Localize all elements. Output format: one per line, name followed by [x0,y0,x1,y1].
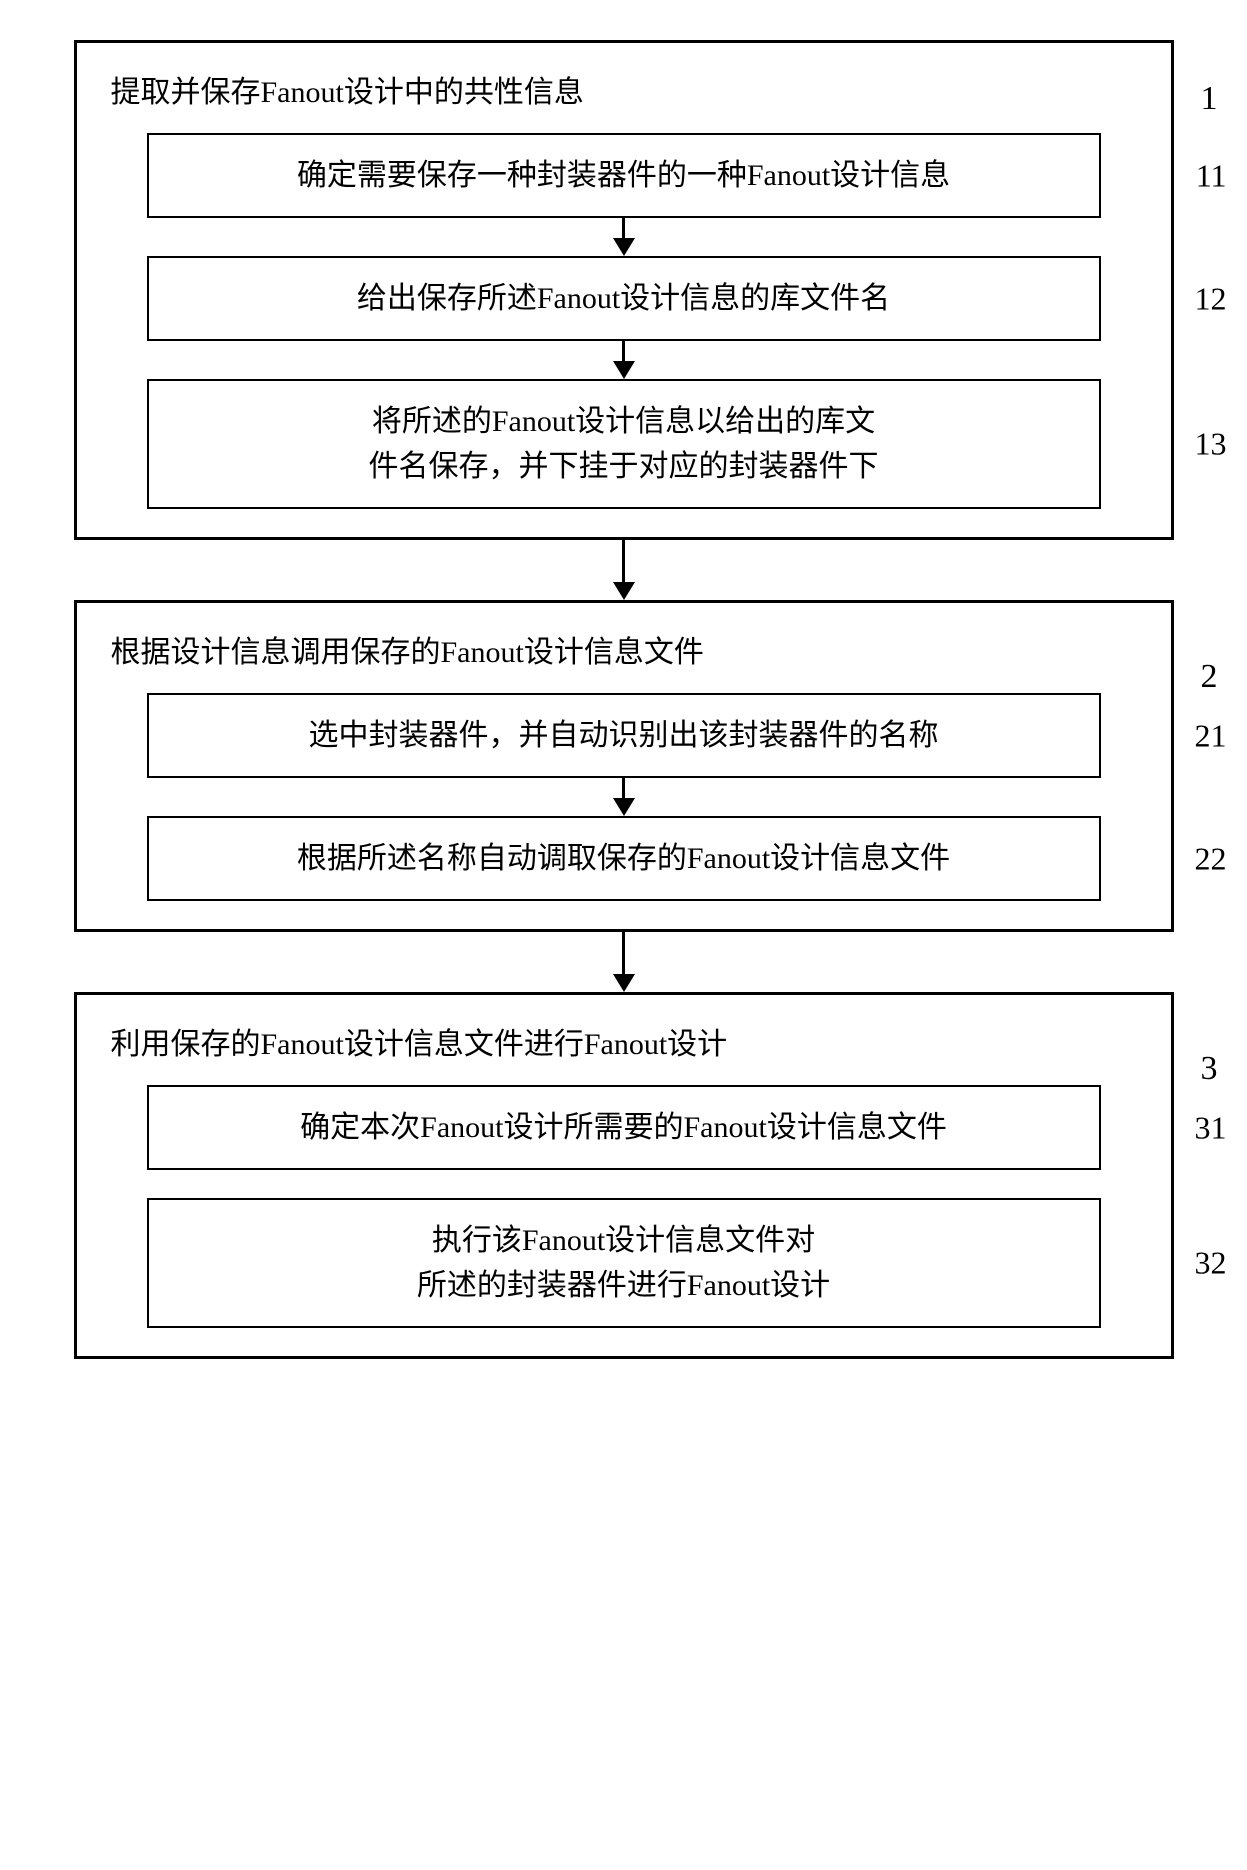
step-22-text: 根据所述名称自动调取保存的Fanout设计信息文件 [297,842,950,875]
section-3-title: 利用保存的Fanout设计信息文件进行Fanout设计 [111,1019,1141,1063]
step-21-text: 选中封装器件，并自动识别出该封装器件的名称 [309,719,939,752]
step-31-row: 确定本次Fanout设计所需要的Fanout设计信息文件 31 [107,1085,1141,1170]
step-13-line2: 件名保存，并下挂于对应的封装器件下 [369,450,879,483]
section-1-title: 提取并保存Fanout设计中的共性信息 [111,67,1141,111]
step-13-box: 将所述的Fanout设计信息以给出的库文 件名保存，并下挂于对应的封装器件下 [147,379,1101,509]
step-11-box: 确定需要保存一种封装器件的一种Fanout设计信息 [147,133,1101,218]
step-31-box: 确定本次Fanout设计所需要的Fanout设计信息文件 [147,1085,1101,1170]
step-13-line1: 将所述的Fanout设计信息以给出的库文 [372,405,875,438]
section-2-title: 根据设计信息调用保存的Fanout设计信息文件 [111,627,1141,671]
spacer [107,1170,1141,1198]
section-3-box: 利用保存的Fanout设计信息文件进行Fanout设计 确定本次Fanout设计… [74,992,1174,1359]
section-3-row: 利用保存的Fanout设计信息文件进行Fanout设计 确定本次Fanout设计… [74,992,1174,1359]
step-32-box: 执行该Fanout设计信息文件对 所述的封装器件进行Fanout设计 [147,1198,1101,1328]
arrow-icon [74,932,1174,992]
arrow-icon [107,218,1141,256]
step-12-box: 给出保存所述Fanout设计信息的库文件名 [147,256,1101,341]
step-13-row: 将所述的Fanout设计信息以给出的库文 件名保存，并下挂于对应的封装器件下 1… [107,379,1141,509]
step-13-label: 13 [1195,426,1227,463]
step-12-row: 给出保存所述Fanout设计信息的库文件名 12 [107,256,1141,341]
step-22-label: 22 [1195,840,1227,877]
step-32-label: 32 [1195,1245,1227,1282]
section-1-label: 1 [1201,80,1218,118]
step-32-row: 执行该Fanout设计信息文件对 所述的封装器件进行Fanout设计 32 [107,1198,1141,1328]
step-12-text: 给出保存所述Fanout设计信息的库文件名 [357,282,890,315]
arrow-icon [74,540,1174,600]
step-22-row: 根据所述名称自动调取保存的Fanout设计信息文件 22 [107,816,1141,901]
step-12-label: 12 [1195,280,1227,317]
step-31-text: 确定本次Fanout设计所需要的Fanout设计信息文件 [300,1111,947,1144]
arrow-icon [107,341,1141,379]
section-2-box: 根据设计信息调用保存的Fanout设计信息文件 选中封装器件，并自动识别出该封装… [74,600,1174,932]
step-32-line1: 执行该Fanout设计信息文件对 [432,1224,815,1257]
step-22-box: 根据所述名称自动调取保存的Fanout设计信息文件 [147,816,1101,901]
step-11-text: 确定需要保存一种封装器件的一种Fanout设计信息 [297,159,950,192]
section-1-row: 提取并保存Fanout设计中的共性信息 确定需要保存一种封装器件的一种Fanou… [74,40,1174,540]
step-21-row: 选中封装器件，并自动识别出该封装器件的名称 21 [107,693,1141,778]
step-31-label: 31 [1195,1109,1227,1146]
arrow-icon [107,778,1141,816]
flowchart-diagram: 提取并保存Fanout设计中的共性信息 确定需要保存一种封装器件的一种Fanou… [74,40,1174,1359]
step-32-line2: 所述的封装器件进行Fanout设计 [417,1269,830,1302]
section-1-box: 提取并保存Fanout设计中的共性信息 确定需要保存一种封装器件的一种Fanou… [74,40,1174,540]
section-2-row: 根据设计信息调用保存的Fanout设计信息文件 选中封装器件，并自动识别出该封装… [74,600,1174,932]
step-21-box: 选中封装器件，并自动识别出该封装器件的名称 [147,693,1101,778]
section-2-label: 2 [1201,658,1218,696]
section-3-label: 3 [1201,1050,1218,1088]
step-11-row: 确定需要保存一种封装器件的一种Fanout设计信息 11 [107,133,1141,218]
step-21-label: 21 [1195,717,1227,754]
step-11-label: 11 [1196,157,1227,194]
